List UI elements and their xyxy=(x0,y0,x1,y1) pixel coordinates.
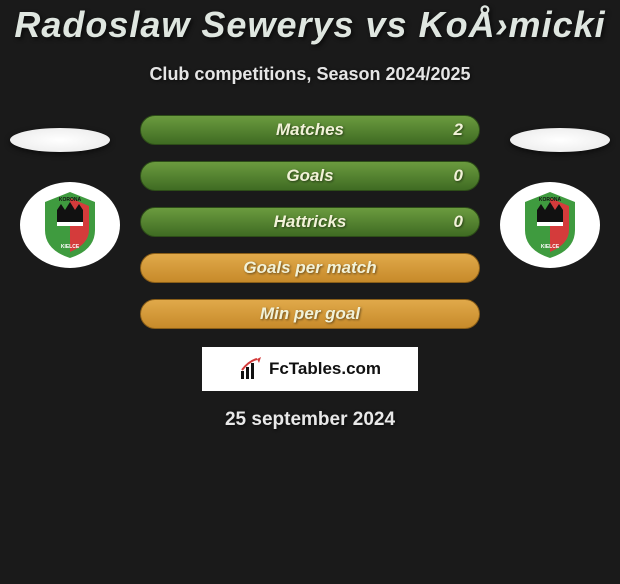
stat-label: Hattricks xyxy=(274,212,347,232)
footer-brand-text: FcTables.com xyxy=(269,359,381,379)
stat-value: 2 xyxy=(454,120,463,140)
stat-label: Goals xyxy=(286,166,333,186)
stat-label: Matches xyxy=(276,120,344,140)
korona-crest-icon: KORONA KIELCE xyxy=(515,190,585,260)
season-subtitle: Club competitions, Season 2024/2025 xyxy=(0,64,620,85)
korona-crest-icon: KORONA KIELCE xyxy=(35,190,105,260)
page-title: Radoslaw Sewerys vs KoÅ›micki xyxy=(0,4,620,46)
stat-value: 0 xyxy=(454,166,463,186)
footer-brand-box[interactable]: FcTables.com xyxy=(202,347,418,391)
stat-label: Min per goal xyxy=(260,304,360,324)
date-text: 25 september 2024 xyxy=(0,409,620,431)
stat-row-min-per-goal: Min per goal xyxy=(140,299,480,329)
svg-text:KORONA: KORONA xyxy=(59,197,82,203)
stat-row-matches: Matches 2 xyxy=(140,115,480,145)
stat-row-goals-per-match: Goals per match xyxy=(140,253,480,283)
stat-value: 0 xyxy=(454,212,463,232)
stat-row-hattricks: Hattricks 0 xyxy=(140,207,480,237)
svg-text:KIELCE: KIELCE xyxy=(541,244,560,250)
svg-text:KORONA: KORONA xyxy=(539,197,562,203)
stat-row-goals: Goals 0 xyxy=(140,161,480,191)
club-crest-right: KORONA KIELCE xyxy=(500,182,600,268)
fctables-logo-icon xyxy=(239,357,263,381)
player-left-ellipse xyxy=(10,128,110,152)
club-crest-left: KORONA KIELCE xyxy=(20,182,120,268)
stat-label: Goals per match xyxy=(243,258,376,278)
svg-text:KIELCE: KIELCE xyxy=(61,244,80,250)
player-right-ellipse xyxy=(510,128,610,152)
